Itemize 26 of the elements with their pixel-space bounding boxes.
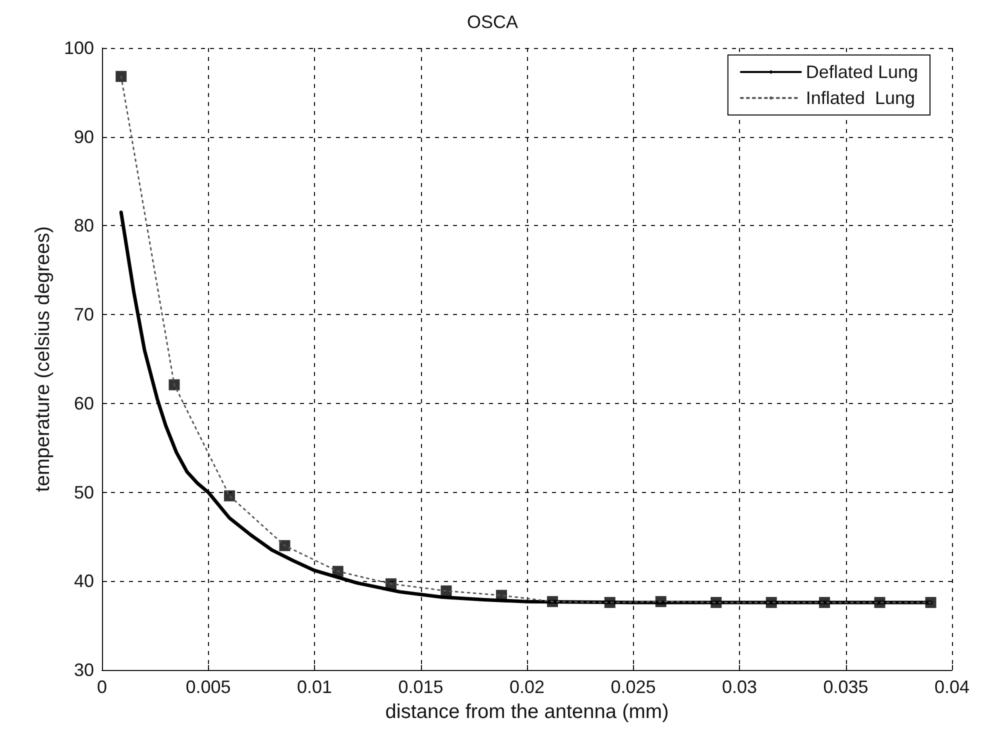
y-tick-label: 50	[74, 482, 94, 502]
point	[279, 540, 290, 552]
x-tick-label: 0.035	[823, 677, 868, 697]
y-tick-label: 40	[74, 571, 94, 592]
y-tick-label: 30	[74, 660, 94, 680]
x-tick-label: 0.02	[509, 677, 545, 697]
x-tick-label: 0	[96, 677, 108, 697]
point	[224, 490, 235, 502]
point	[168, 379, 180, 390]
x-tick-label: 0.015	[398, 677, 444, 697]
legend-label: Deflated Lung	[806, 62, 918, 82]
x-tick-label: 0.03	[722, 677, 758, 697]
y-tick-label: 80	[74, 216, 94, 236]
x-tick-label: 0.005	[186, 677, 231, 697]
point	[116, 70, 127, 82]
x-tick-label: 0.025	[610, 677, 656, 697]
y-tick-label: 100	[64, 38, 94, 58]
x-tick-label: 0.04	[934, 677, 970, 697]
y-tick-label: 60	[74, 393, 94, 414]
x-tick-label: 0.01	[296, 677, 332, 697]
legend-label: Inflated Lung	[806, 88, 916, 108]
y-tick-label: 90	[74, 126, 94, 147]
x-axis-title: distance from the antenna (mm)	[385, 701, 669, 723]
y-tick-label: 70	[74, 304, 94, 325]
chart-title: OSCA	[466, 12, 518, 32]
y-axis-title: temperature (celsius degrees)	[32, 226, 54, 492]
